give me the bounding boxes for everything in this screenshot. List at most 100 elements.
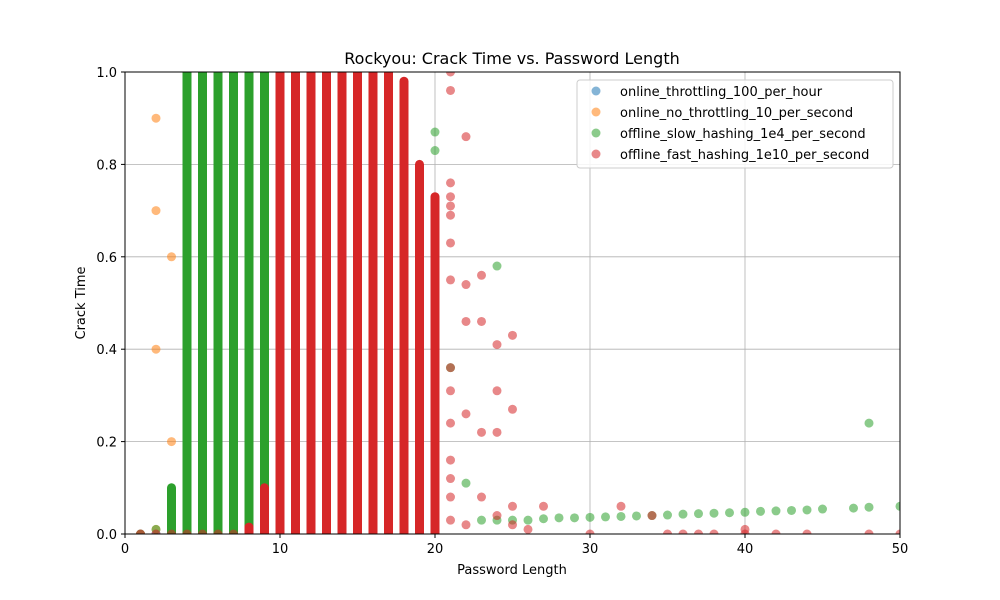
data-point xyxy=(446,418,455,428)
data-point xyxy=(616,511,626,521)
data-point xyxy=(446,192,455,202)
data-point xyxy=(446,363,455,373)
data-point xyxy=(818,504,827,514)
legend-box xyxy=(576,79,894,169)
data-point xyxy=(492,261,502,271)
data-point xyxy=(167,252,176,262)
data-column xyxy=(182,72,192,534)
data-point xyxy=(136,529,145,534)
chart-title: Rockyou: Crack Time vs. Password Length xyxy=(344,49,679,68)
data-point xyxy=(539,501,548,511)
data-point xyxy=(740,507,750,517)
data-point xyxy=(461,316,471,326)
data-point xyxy=(167,437,176,447)
data-point xyxy=(663,529,672,534)
data-point xyxy=(446,178,455,188)
data-point xyxy=(508,501,517,511)
x-tick-label: 40 xyxy=(737,542,754,557)
legend-label: offline_slow_hashing_1e4_per_second xyxy=(620,127,866,142)
data-point xyxy=(446,85,455,95)
data-point xyxy=(446,72,455,77)
data-point xyxy=(461,280,471,290)
data-point xyxy=(740,529,750,534)
x-axis-label: Password Length xyxy=(457,563,567,578)
data-point xyxy=(554,513,564,523)
data-point xyxy=(151,113,161,123)
legend-marker xyxy=(591,86,601,96)
data-point xyxy=(492,340,502,350)
data-point xyxy=(477,427,486,437)
data-point xyxy=(709,508,719,518)
data-point xyxy=(198,529,207,534)
data-point xyxy=(446,210,455,220)
series-offline-slow-hashing-1e4-per-second xyxy=(136,72,900,534)
data-column xyxy=(337,72,347,534)
data-point xyxy=(864,502,874,512)
data-point xyxy=(771,529,781,534)
data-point xyxy=(895,501,900,511)
data-point xyxy=(151,529,161,534)
legend-label: online_no_throttling_10_per_second xyxy=(620,106,853,121)
legend-marker xyxy=(591,149,601,159)
data-point xyxy=(709,529,719,534)
axis-ticks: 0 10 20 30 40 50 0.0 0.2 0.4 0.6 0.8 1.0 xyxy=(96,66,908,557)
data-point xyxy=(570,513,579,523)
data-point xyxy=(849,503,858,513)
legend-item: online_no_throttling_10_per_second xyxy=(591,106,853,121)
data-point xyxy=(508,404,517,414)
data-point xyxy=(430,146,440,156)
data-point xyxy=(430,127,440,137)
data-point xyxy=(461,478,471,488)
data-point xyxy=(446,386,455,396)
data-column xyxy=(167,483,176,534)
data-point xyxy=(446,275,455,285)
legend-item: offline_fast_hashing_1e10_per_second xyxy=(591,148,869,163)
data-column xyxy=(353,72,362,534)
data-point xyxy=(756,506,765,516)
data-column xyxy=(229,72,238,534)
data-point xyxy=(647,511,657,521)
data-column xyxy=(275,72,285,534)
data-column xyxy=(399,76,409,534)
legend-item: offline_slow_hashing_1e4_per_second xyxy=(591,127,866,142)
data-column xyxy=(213,72,223,534)
data-point xyxy=(787,505,796,515)
data-column xyxy=(291,72,300,534)
data-point xyxy=(446,238,455,248)
data-point xyxy=(461,132,471,142)
data-point xyxy=(229,529,238,534)
data-column xyxy=(322,72,331,534)
series-offline-fast-hashing-1e10-per-second xyxy=(136,72,900,534)
data-point xyxy=(771,506,781,516)
data-point xyxy=(864,529,874,534)
data-point xyxy=(477,270,486,280)
data-point xyxy=(461,409,471,419)
plot-frame xyxy=(124,71,901,535)
data-column xyxy=(260,483,269,534)
legend-label: offline_fast_hashing_1e10_per_second xyxy=(620,148,869,163)
data-column xyxy=(244,522,254,534)
x-tick-label: 30 xyxy=(582,542,599,557)
data-point xyxy=(694,529,703,534)
x-tick-label: 50 xyxy=(892,542,909,557)
x-tick-label: 0 xyxy=(121,542,129,557)
data-point xyxy=(182,529,192,534)
data-column xyxy=(430,192,440,534)
data-point xyxy=(802,529,812,534)
plot-marks xyxy=(136,72,900,534)
legend-item: online_throttling_100_per_hour xyxy=(591,85,823,100)
data-point xyxy=(477,492,486,502)
data-point xyxy=(523,524,533,534)
data-point xyxy=(694,509,703,519)
data-point xyxy=(477,515,486,525)
data-point xyxy=(802,505,812,515)
y-tick-label: 0.4 xyxy=(96,343,117,358)
y-tick-label: 0.2 xyxy=(96,436,117,451)
data-point xyxy=(508,520,517,530)
data-point xyxy=(492,386,502,396)
data-point xyxy=(446,492,455,502)
data-point xyxy=(616,501,626,511)
data-point xyxy=(151,206,161,216)
data-point xyxy=(461,520,471,530)
